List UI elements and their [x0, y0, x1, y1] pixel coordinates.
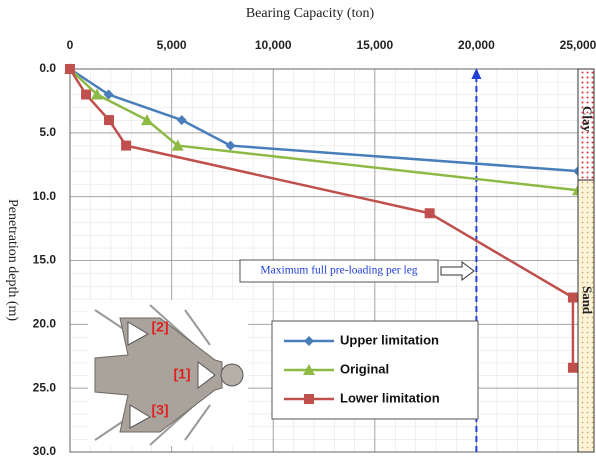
legend-label: Lower limitation — [340, 390, 440, 405]
annotation-text: Maximum full pre-loading per leg — [260, 265, 417, 277]
soil-label: Clay — [580, 106, 595, 133]
y-axis-label: Penetration depth (m) — [5, 199, 20, 321]
page: {"chart_data": {"type": "line", "title":… — [0, 0, 596, 460]
y-tick-label: 0.0 — [39, 61, 56, 75]
marker — [304, 394, 314, 404]
marker — [425, 208, 435, 218]
chart-title: Bearing Capacity (ton) — [246, 6, 375, 21]
x-tick-label: 5,000 — [157, 38, 187, 52]
x-tick-label: 10,000 — [255, 38, 292, 52]
legend-label: Original — [340, 361, 389, 376]
x-tick-label: 15,000 — [356, 38, 393, 52]
inset-label: [2] — [151, 319, 168, 335]
x-tick-label: 25,000 — [560, 38, 596, 52]
inset-helideck — [221, 364, 243, 386]
soil-label: Sand — [580, 286, 595, 315]
marker — [104, 115, 114, 125]
inset: [2] [1] [3] — [88, 300, 248, 446]
marker — [568, 363, 578, 373]
y-tick-label: 30.0 — [33, 444, 57, 458]
marker — [568, 293, 578, 303]
y-tick-label: 5.0 — [39, 125, 56, 139]
marker — [81, 90, 91, 100]
y-tick-label: 20.0 — [33, 317, 57, 331]
legend-label: Upper limitation — [340, 332, 439, 347]
x-tick-label: 0 — [67, 38, 74, 52]
x-tick-label: 20,000 — [458, 38, 495, 52]
inset-label: [1] — [173, 366, 190, 382]
soil-layer — [578, 180, 594, 452]
marker — [65, 64, 75, 74]
marker — [121, 141, 131, 151]
y-tick-label: 15.0 — [33, 253, 57, 267]
y-tick-label: 25.0 — [33, 380, 57, 394]
chart: 0 5,000 10,000 15,000 20,000 25,000 0.0 5.0 10.0… — [0, 0, 596, 460]
inset-label: [3] — [151, 402, 168, 418]
y-tick-label: 10.0 — [33, 189, 57, 203]
